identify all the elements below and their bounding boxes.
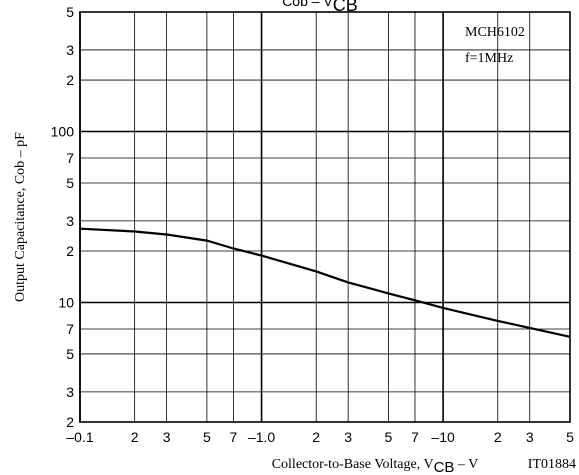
x-tick-label: 5 <box>566 429 574 445</box>
y-tick-label: 3 <box>66 384 74 400</box>
x-label-unit: – V <box>454 457 478 472</box>
x-tick-label: 3 <box>526 429 534 445</box>
annotation: MCH6102 <box>465 25 525 40</box>
y-tick-label: 7 <box>66 321 74 337</box>
y-tick-label: 2 <box>66 414 74 430</box>
x-tick-label: –1.0 <box>248 429 275 445</box>
y-tick-label: 2 <box>66 72 74 88</box>
annotation: f=1MHz <box>465 51 513 66</box>
x-tick-label: 2 <box>494 429 502 445</box>
x-tick-label: 3 <box>344 429 352 445</box>
x-tick-label: 7 <box>230 429 238 445</box>
x-label-sub: CB <box>434 459 455 475</box>
y-tick-label: 2 <box>66 243 74 259</box>
y-tick-label: 5 <box>66 175 74 191</box>
x-tick-label: 2 <box>312 429 320 445</box>
y-tick-label: 10 <box>58 294 74 310</box>
title-main: Cob – V <box>282 0 333 9</box>
x-tick-label: 7 <box>411 429 419 445</box>
y-tick-label: 5 <box>66 346 74 362</box>
x-tick-label: 2 <box>131 429 139 445</box>
plot-frame <box>79 11 571 423</box>
x-label-main: Collector-to-Base Voltage, V <box>272 457 434 472</box>
y-tick-label: 100 <box>51 124 75 140</box>
x-tick-label: 3 <box>163 429 171 445</box>
line-series <box>79 227 571 338</box>
figure-code: IT01884 <box>528 457 576 472</box>
x-tick-label: 5 <box>203 429 211 445</box>
x-tick-label: –0.1 <box>66 429 93 445</box>
y-tick-label: 5 <box>66 4 74 20</box>
x-tick-label: 5 <box>385 429 393 445</box>
x-tick-label: –10 <box>431 429 455 445</box>
y-tick-label: 3 <box>66 42 74 58</box>
y-tick-label: 3 <box>66 213 74 229</box>
x-axis-label: Collector-to-Base Voltage, VCB – V <box>272 457 479 475</box>
y-tick-label: 7 <box>66 150 74 166</box>
y-axis-label: Output Capacitance, Cob – pF <box>13 132 28 302</box>
